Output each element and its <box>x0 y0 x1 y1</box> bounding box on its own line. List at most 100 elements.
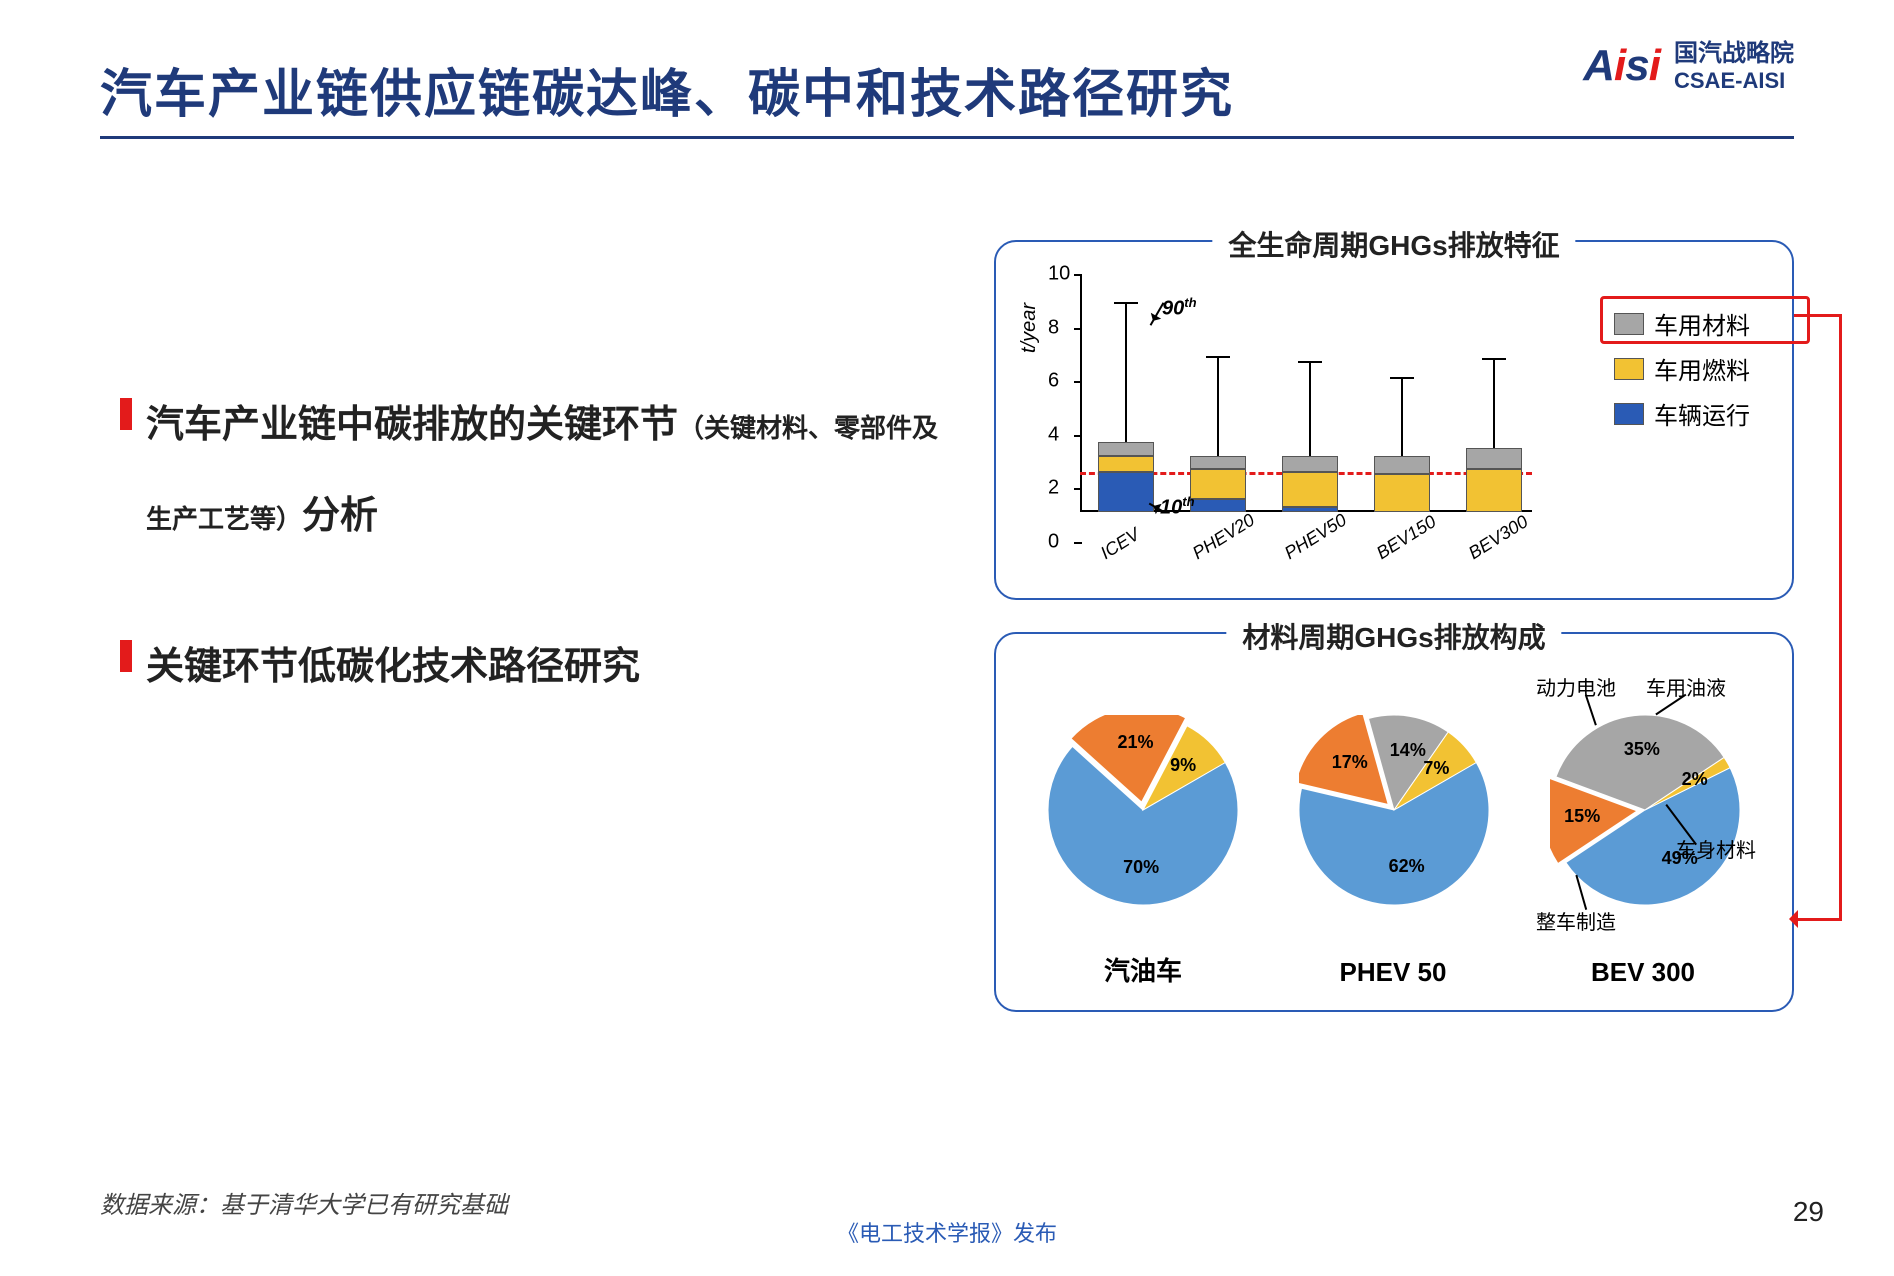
callout-fluid: 车用油液 <box>1646 672 1726 701</box>
bar-ytick-mark <box>1074 328 1082 330</box>
bullets: 汽车产业链中碳排放的关键环节（关键材料、零部件及生产工艺等）分析 关键环节低碳化… <box>120 380 940 774</box>
bar-legend-highlight <box>1600 296 1810 344</box>
bar-whisker-cap <box>1206 356 1230 358</box>
bar-chart-yaxis <box>1080 274 1082 512</box>
pie-label: 汽油车 <box>1048 951 1238 988</box>
bar-legend-row: 车辆运行 <box>1614 396 1814 431</box>
red-connector-v <box>1839 314 1842 918</box>
callout-manufacture: 整车制造 <box>1536 906 1616 935</box>
logo: Aisi 国汽战略院 CSAE-AISI <box>1583 40 1794 93</box>
bar-segment <box>1190 456 1246 469</box>
bar-anno-90th: 90th <box>1162 295 1197 321</box>
bullet-2: 关键环节低碳化技术路径研究 <box>120 622 940 713</box>
bar-whisker <box>1309 362 1311 456</box>
bar-category-label: PHEV20 <box>1189 510 1259 564</box>
bar-ytick-mark <box>1074 488 1082 490</box>
bar-segment <box>1374 474 1430 512</box>
bar-chart-title: 全生命周期GHGs排放特征 <box>1212 224 1575 264</box>
bar-ytick-mark <box>1074 381 1082 383</box>
bar-legend-row: 车用燃料 <box>1614 351 1814 386</box>
pie-wrap: 49%15%35%2% <box>1550 715 1740 905</box>
bar-category-label: ICEV <box>1097 524 1144 564</box>
bar-legend-row: 车用材料 <box>1614 306 1814 341</box>
bar-segment <box>1466 469 1522 512</box>
pie-wrap: 70%21%9% <box>1048 715 1238 905</box>
bar-segment <box>1466 448 1522 469</box>
legend-label: 车辆运行 <box>1654 396 1750 431</box>
pie-label: PHEV 50 <box>1298 957 1488 988</box>
bullet-1-main-b: 分析 <box>302 495 378 537</box>
callout-battery: 动力电池 <box>1536 672 1616 701</box>
charts-area: 全生命周期GHGs排放特征 t/year 0246810ICEVPHEV20PH… <box>994 240 1794 1012</box>
bar-ytick-mark <box>1074 542 1082 544</box>
bar-whisker <box>1125 303 1127 442</box>
pies-row: 70%21%9% 62%17%14%7% 49%15%35%2% <box>1018 680 1770 940</box>
bar-chart-ylabel: t/year <box>1018 303 1041 353</box>
bullet-1: 汽车产业链中碳排放的关键环节（关键材料、零部件及生产工艺等）分析 <box>120 380 940 562</box>
bar-segment <box>1098 442 1154 455</box>
bar-segment <box>1098 456 1154 472</box>
footer-source: 数据来源：基于清华大学已有研究基础 <box>100 1185 508 1220</box>
bar-segment <box>1282 472 1338 507</box>
red-arrowhead-icon <box>1780 910 1798 928</box>
bar-category-label: BEV150 <box>1373 511 1440 564</box>
bar-chart-panel: 全生命周期GHGs排放特征 t/year 0246810ICEVPHEV20PH… <box>994 240 1794 600</box>
logo-mark: Aisi <box>1583 41 1660 91</box>
title-underline <box>100 136 1794 139</box>
callout-body: 车身材料 <box>1676 834 1756 863</box>
bar-chart: t/year 0246810ICEVPHEV20PHEV50BEV150BEV3… <box>1026 268 1532 572</box>
bar-category-label: BEV300 <box>1465 511 1532 564</box>
red-connector-h2 <box>1794 918 1842 921</box>
bar-whisker-cap <box>1298 361 1322 363</box>
title-bar: 汽车产业链供应链碳达峰、碳中和技术路径研究 <box>100 52 1794 127</box>
red-connector-h1 <box>1794 314 1842 317</box>
pie-block: 62%17%14%7% <box>1299 715 1489 905</box>
bar-segment <box>1282 456 1338 472</box>
bullet-2-main-a: 关键环节低碳化技术路径研究 <box>146 646 640 688</box>
legend-label: 车用燃料 <box>1654 351 1750 386</box>
bullet-marker-icon <box>120 640 132 672</box>
pie-svg <box>1550 715 1740 905</box>
pie-label: BEV 300 <box>1548 957 1738 988</box>
page-number: 29 <box>1793 1196 1824 1228</box>
bar-segment <box>1282 507 1338 512</box>
bar-ytick-label: 2 <box>1048 477 1059 500</box>
pie-block: 49%15%35%2% <box>1550 715 1740 905</box>
legend-swatch-icon <box>1614 358 1644 380</box>
pie-chart-title: 材料周期GHGs排放构成 <box>1226 616 1561 656</box>
bar-segment <box>1190 469 1246 498</box>
logo-cn: 国汽战略院 <box>1674 40 1794 68</box>
legend-swatch-icon <box>1614 403 1644 425</box>
bullet-1-text: 汽车产业链中碳排放的关键环节（关键材料、零部件及生产工艺等）分析 <box>146 380 940 562</box>
bullet-marker-icon <box>120 398 132 430</box>
pie-svg <box>1299 715 1489 905</box>
bar-segment <box>1374 456 1430 475</box>
bar-ytick-label: 10 <box>1048 263 1070 286</box>
bar-ytick-label: 0 <box>1048 531 1059 554</box>
page-title: 汽车产业链供应链碳达峰、碳中和技术路径研究 <box>100 52 1794 127</box>
bar-chart-legend: 车用材料车用燃料车辆运行 <box>1614 306 1814 441</box>
bar-whisker <box>1493 359 1495 447</box>
bar-whisker-cap <box>1390 377 1414 379</box>
logo-en: CSAE-AISI <box>1674 68 1794 93</box>
bar-whisker <box>1401 378 1403 456</box>
bar-whisker <box>1217 357 1219 456</box>
bar-whisker-cap <box>1114 302 1138 304</box>
bullet-1-main-a: 汽车产业链中碳排放的关键环节 <box>146 404 678 446</box>
slide: 汽车产业链供应链碳达峰、碳中和技术路径研究 Aisi 国汽战略院 CSAE-AI… <box>0 0 1894 1276</box>
bar-ytick-mark <box>1074 435 1082 437</box>
pie-chart-panel: 材料周期GHGs排放构成 70%21%9%62%17%14%7%49%15%35… <box>994 632 1794 1012</box>
bar-anno-10th: 10th <box>1160 494 1195 520</box>
bar-category-label: PHEV50 <box>1281 510 1351 564</box>
pie-block: 70%21%9% <box>1048 715 1238 905</box>
bar-whisker-cap <box>1482 358 1506 360</box>
bar-ytick-label: 8 <box>1048 316 1059 339</box>
pie-svg <box>1048 715 1238 905</box>
bar-ytick-mark <box>1074 274 1082 276</box>
bar-ytick-label: 6 <box>1048 370 1059 393</box>
bullet-2-text: 关键环节低碳化技术路径研究 <box>146 622 640 713</box>
logo-text: 国汽战略院 CSAE-AISI <box>1674 40 1794 93</box>
pie-wrap: 62%17%14%7% <box>1299 715 1489 905</box>
bar-ytick-label: 4 <box>1048 423 1059 446</box>
bar-segment <box>1190 499 1246 512</box>
